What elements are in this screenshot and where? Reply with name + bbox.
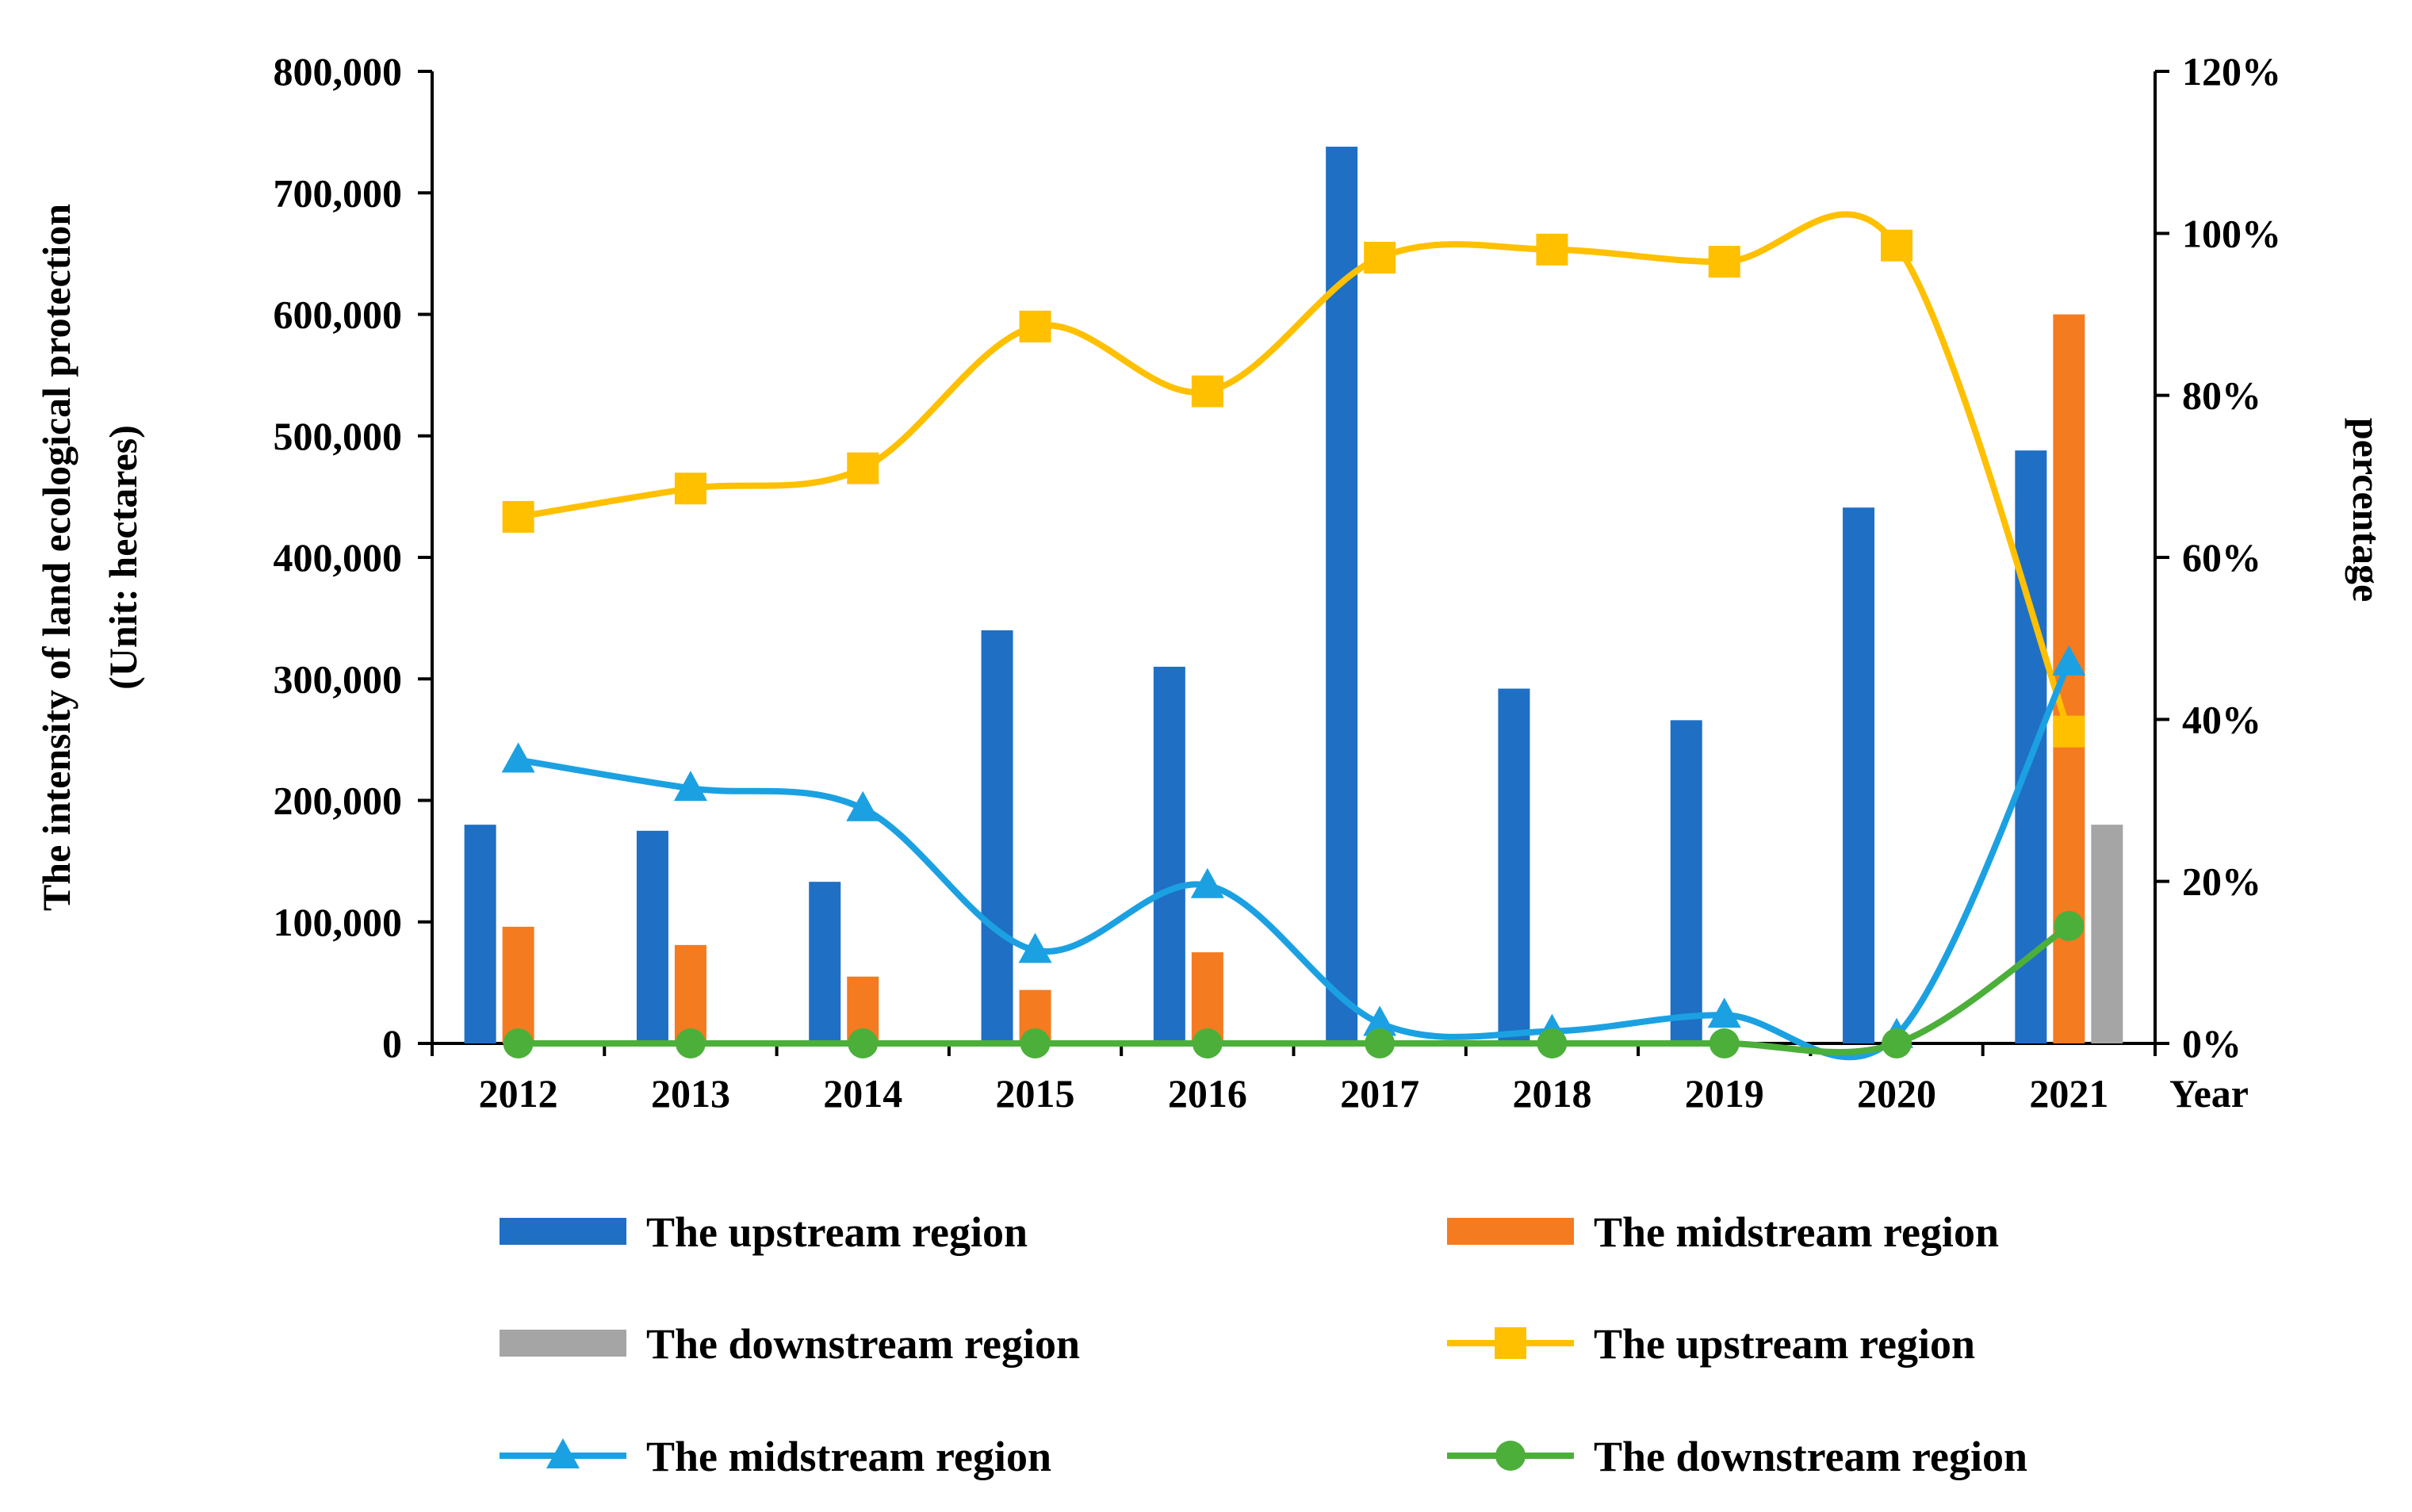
point-the-upstream-region-2017 xyxy=(1364,241,1396,274)
legend-swatch-bar-the-upstream-region xyxy=(500,1218,626,1245)
legend-marker-the-downstream-region xyxy=(1495,1441,1526,1471)
bar-the-upstream-region-2020 xyxy=(1843,507,1875,1043)
left-axis-title-line2: (Unit: hectares) xyxy=(101,425,145,690)
x-tick-label: 2021 xyxy=(2029,1071,2108,1116)
x-tick-label: 2014 xyxy=(823,1071,902,1116)
right-axis-title: percentage xyxy=(2345,418,2389,602)
bar-the-upstream-region-2014 xyxy=(809,882,841,1043)
lines-layer xyxy=(501,211,2086,1061)
left-tick-label: 200,000 xyxy=(274,779,403,823)
left-axis-title-line1: The intensity of land ecological protect… xyxy=(34,204,78,911)
point-the-midstream-region-2015 xyxy=(1018,932,1052,963)
point-the-downstream-region-2016 xyxy=(1192,1028,1223,1058)
point-the-downstream-region-2014 xyxy=(848,1028,879,1058)
bar-the-downstream-region-2021 xyxy=(2091,825,2123,1043)
point-the-midstream-region-2013 xyxy=(673,771,707,802)
point-the-upstream-region-2021 xyxy=(2053,715,2085,748)
left-tick-label: 800,000 xyxy=(274,49,403,94)
left-tick-label: 400,000 xyxy=(274,535,403,580)
bar-the-upstream-region-2012 xyxy=(464,825,496,1043)
bar-the-upstream-region-2015 xyxy=(981,630,1013,1043)
point-the-midstream-region-2016 xyxy=(1190,867,1224,898)
x-tick-label: 2013 xyxy=(651,1071,730,1116)
point-the-downstream-region-2021 xyxy=(2054,910,2085,941)
bar-the-upstream-region-2018 xyxy=(1498,688,1530,1043)
bar-the-midstream-region-2013 xyxy=(674,944,706,1043)
point-the-downstream-region-2019 xyxy=(1709,1028,1740,1058)
axes-layer xyxy=(418,70,2169,1056)
bar-the-upstream-region-2013 xyxy=(636,830,668,1043)
line-the-upstream-region-percentage xyxy=(515,211,2073,735)
bar-the-midstream-region-2016 xyxy=(1191,952,1223,1043)
point-the-upstream-region-2012 xyxy=(502,500,534,533)
right-tick-label: 100% xyxy=(2182,211,2281,255)
legend-marker-the-upstream-region xyxy=(1495,1327,1526,1359)
legend-swatch-bar-the-downstream-region xyxy=(500,1330,626,1357)
x-tick-label: 2018 xyxy=(1512,1071,1591,1116)
left-tick-label: 600,000 xyxy=(274,293,403,337)
point-the-midstream-region-2012 xyxy=(501,742,535,773)
right-tick-label: 0% xyxy=(2182,1021,2242,1066)
point-the-upstream-region-2015 xyxy=(1019,310,1051,343)
left-tick-label: 700,000 xyxy=(274,170,403,215)
x-tick-label: 2019 xyxy=(1685,1071,1764,1116)
line-the-downstream-region-percentage xyxy=(515,922,2073,1055)
right-tick-label: 120% xyxy=(2182,49,2281,94)
point-the-midstream-region-2019 xyxy=(1707,997,1741,1028)
left-tick-label: 100,000 xyxy=(274,900,403,944)
right-tick-label: 60% xyxy=(2182,535,2261,580)
bar-the-upstream-region-2019 xyxy=(1670,720,1702,1043)
point-the-upstream-region-2016 xyxy=(1191,375,1223,408)
legend-label: The upstream region xyxy=(646,1208,1028,1256)
legend-label: The midstream region xyxy=(646,1433,1051,1480)
x-tick-label: 2016 xyxy=(1168,1071,1247,1116)
point-the-midstream-region-2021 xyxy=(2052,645,2086,676)
x-tick-label: 2017 xyxy=(1340,1071,1419,1116)
labels-layer: 0 100,000 200,000 300,000 400,000 500,000 600,… xyxy=(34,49,2389,1116)
bars-layer xyxy=(464,147,2123,1043)
point-the-upstream-region-2014 xyxy=(847,452,879,484)
legend-swatch-bar-the-midstream-region xyxy=(1447,1218,1574,1245)
point-the-downstream-region-2018 xyxy=(1537,1028,1568,1058)
x-tick-label: 2015 xyxy=(996,1071,1075,1116)
right-tick-label: 40% xyxy=(2182,697,2261,741)
point-the-downstream-region-2015 xyxy=(1020,1028,1051,1058)
point-the-downstream-region-2017 xyxy=(1365,1028,1396,1058)
point-the-downstream-region-2020 xyxy=(1882,1028,1912,1058)
right-tick-label: 80% xyxy=(2182,373,2261,418)
point-the-downstream-region-2013 xyxy=(675,1028,706,1058)
legend-label: The midstream region xyxy=(1594,1208,1999,1256)
left-tick-label: 300,000 xyxy=(274,656,403,701)
legend-label: The upstream region xyxy=(1594,1320,1975,1368)
legend-marker-the-midstream-region xyxy=(546,1438,580,1468)
right-tick-label: 20% xyxy=(2182,859,2261,904)
legend-label: The downstream region xyxy=(1594,1433,2027,1480)
legend-label: The downstream region xyxy=(646,1320,1080,1368)
x-axis-title: Year xyxy=(2169,1071,2249,1116)
point-the-upstream-region-2020 xyxy=(1881,229,1913,262)
point-the-upstream-region-2013 xyxy=(674,473,706,505)
legend: The upstream region The midstream region T… xyxy=(500,1208,2027,1480)
point-the-upstream-region-2018 xyxy=(1536,233,1568,266)
x-tick-label: 2020 xyxy=(1857,1071,1936,1116)
bar-the-midstream-region-2012 xyxy=(502,926,534,1043)
point-the-upstream-region-2019 xyxy=(1708,246,1740,278)
point-the-downstream-region-2012 xyxy=(503,1028,534,1058)
left-tick-label: 500,000 xyxy=(274,414,403,458)
point-the-midstream-region-2017 xyxy=(1363,1005,1397,1036)
line-the-midstream-region-percentage xyxy=(515,659,2073,1061)
left-tick-label: 0 xyxy=(382,1021,402,1066)
x-tick-label: 2012 xyxy=(479,1071,558,1116)
point-the-midstream-region-2014 xyxy=(846,790,880,821)
bar-the-upstream-region-2016 xyxy=(1153,666,1185,1043)
